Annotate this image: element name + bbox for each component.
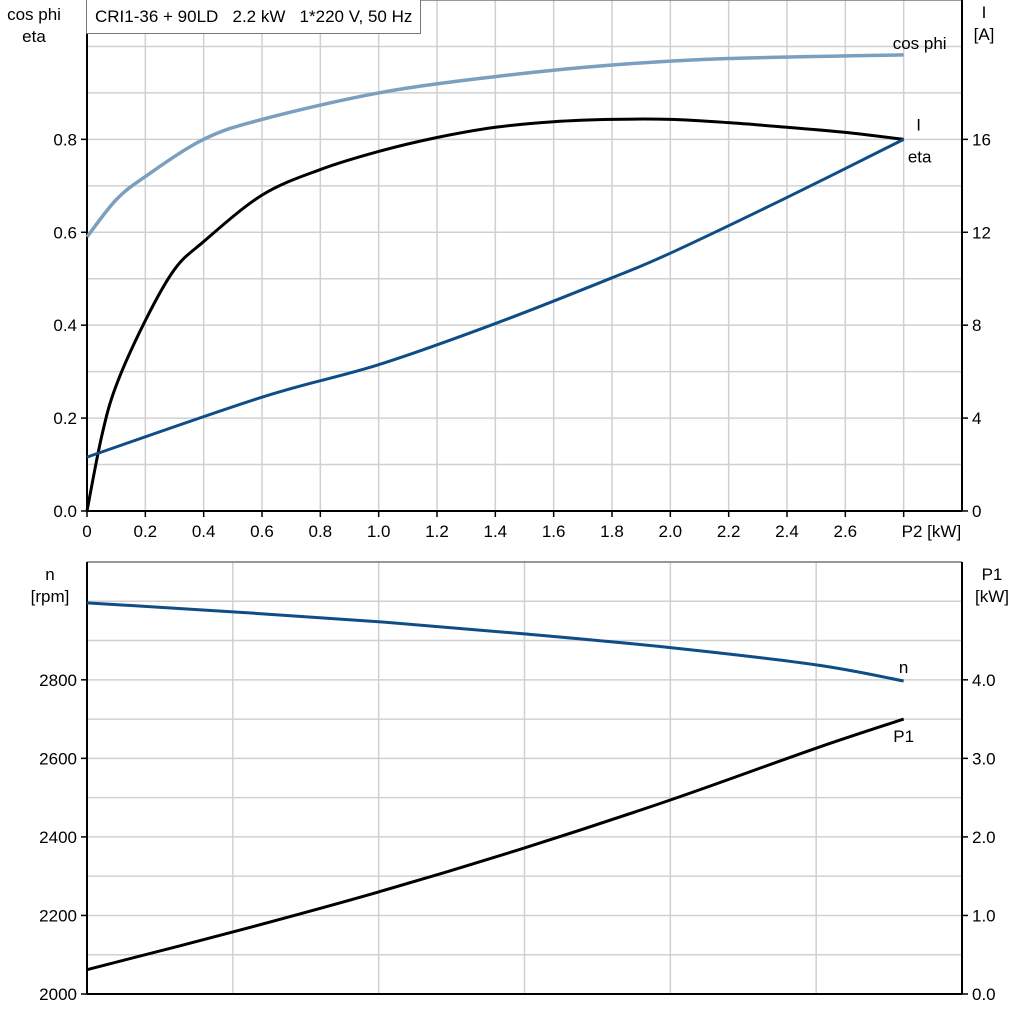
- series-p1-line: [86, 717, 905, 972]
- panel2-right-axis-title: P1: [982, 565, 1003, 584]
- panel1-x-tick-label: 0: [82, 522, 91, 541]
- panel2-right-tick-label: 3.0: [972, 749, 996, 768]
- panel2-left-axis-title: [rpm]: [31, 587, 70, 606]
- panel1-x-tick-label: 0.6: [250, 522, 274, 541]
- panel1-right-tick-label: 0: [972, 502, 981, 521]
- panel1-x-tick-label: 2.0: [659, 522, 683, 541]
- panel2-right-tick-label: 4.0: [972, 671, 996, 690]
- panel1-left-tick-label: 0.4: [53, 316, 77, 335]
- panel1-left-tick-label: 0.0: [53, 502, 77, 521]
- panel1-left-tick-label: 0.6: [53, 223, 77, 242]
- panel1-left-axis-title: eta: [22, 27, 46, 46]
- series-n-line: [86, 601, 904, 683]
- panel2-left-tick-label: 2000: [39, 985, 77, 1004]
- panel1-right-tick-label: 8: [972, 316, 981, 335]
- series-cos-phi-line: [85, 53, 904, 238]
- panel1-right-tick-label: 12: [972, 223, 991, 242]
- panel2-left-axis-title: n: [45, 565, 54, 584]
- panel2-left-tick-label: 2600: [39, 749, 77, 768]
- panel2-right-tick-label: 2.0: [972, 828, 996, 847]
- panel2-left-tick-label: 2400: [39, 828, 77, 847]
- panel2-right-axis-title: [kW]: [975, 587, 1009, 606]
- series-cos-phi-label: cos phi: [893, 34, 947, 53]
- panel1-x-tick-label: 0.4: [192, 522, 216, 541]
- panel1-left-axis-title: cos phi: [7, 5, 61, 24]
- panel1-x-tick-label: 0.8: [309, 522, 333, 541]
- panel1-left-tick-label: 0.8: [53, 130, 77, 149]
- panel1-right-tick-label: 4: [972, 409, 981, 428]
- panel1-x-tick-label: 1.2: [425, 522, 449, 541]
- series-p1-label: P1: [893, 727, 914, 746]
- panel1-x-tick-label: 1.4: [484, 522, 508, 541]
- series-n-label: n: [899, 658, 908, 677]
- x-axis-title: P2 [kW]: [902, 522, 962, 541]
- series-i-label: I: [916, 115, 921, 134]
- panel1-x-tick-label: 0.2: [134, 522, 158, 541]
- panel1-right-axis-title: I: [982, 3, 987, 22]
- chart-title: CRI1-36 + 90LD 2.2 kW 1*220 V, 50 Hz: [86, 0, 422, 34]
- panel2-left-tick-label: 2200: [39, 906, 77, 925]
- series-eta-line: [85, 117, 904, 512]
- panel1-right-axis-title: [A]: [974, 25, 995, 44]
- panel2-left-tick-label: 2800: [39, 671, 77, 690]
- panel1-x-tick-label: 1.8: [600, 522, 624, 541]
- panel1-x-tick-label: 1.6: [542, 522, 566, 541]
- panel2-right-tick-label: 1.0: [972, 906, 996, 925]
- panel1-right-tick-label: 16: [972, 130, 991, 149]
- panel1-x-tick-label: 1.0: [367, 522, 391, 541]
- series-i-line: [86, 138, 905, 459]
- panel1-x-tick-label: 2.2: [717, 522, 741, 541]
- series-eta-label: eta: [908, 147, 932, 166]
- panel1-x-tick-label: 2.6: [834, 522, 858, 541]
- panel1-x-tick-label: 2.4: [775, 522, 799, 541]
- panel1-left-tick-label: 0.2: [53, 409, 77, 428]
- panel2-right-tick-label: 0.0: [972, 985, 996, 1004]
